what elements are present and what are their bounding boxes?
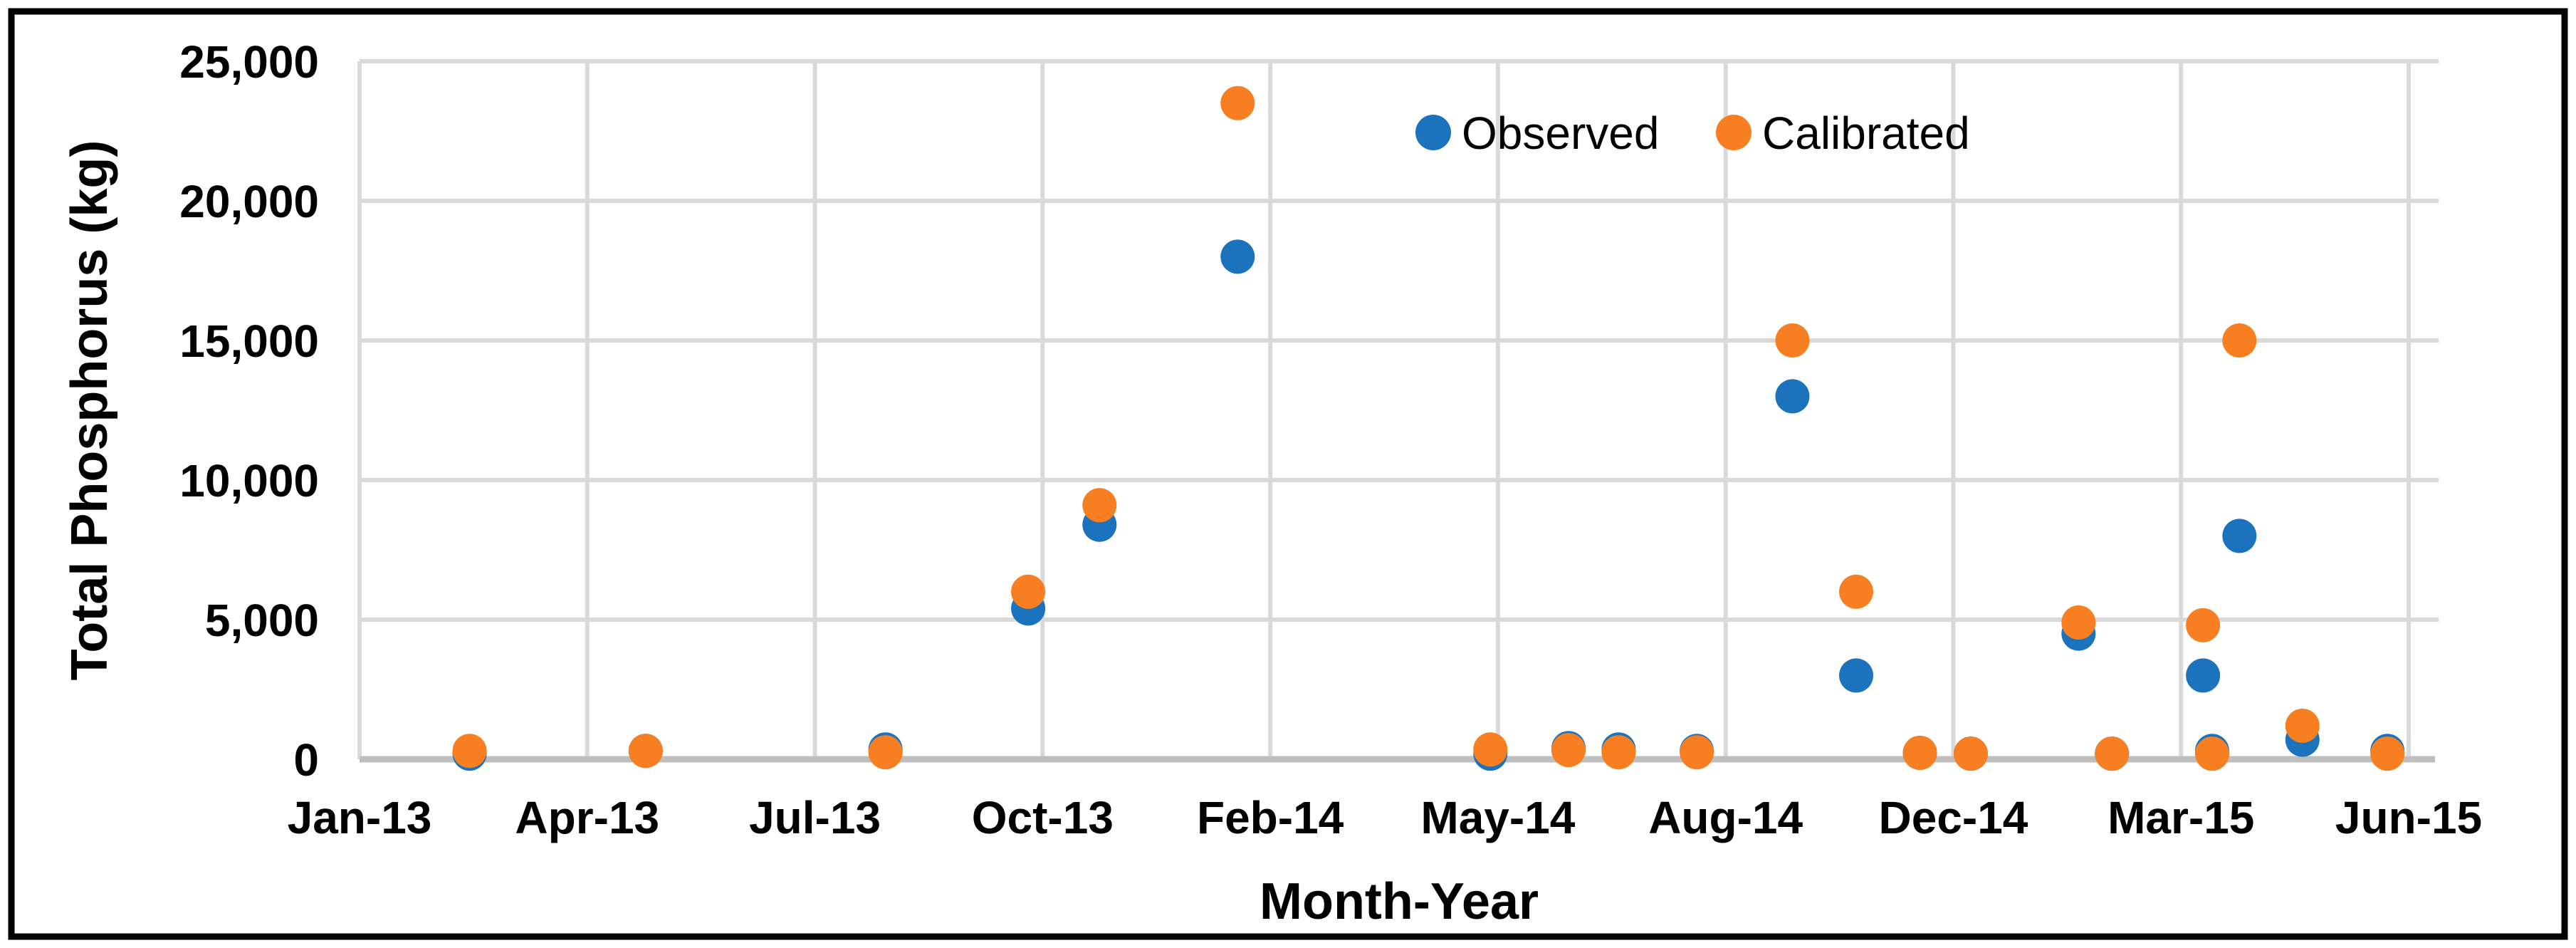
- calibrated-data-point: [2186, 608, 2221, 642]
- x-tick-label: Dec-14: [1878, 792, 2028, 843]
- x-tick-label: Apr-13: [515, 792, 659, 843]
- observed-data-point: [1220, 239, 1255, 274]
- calibrated-data-point: [1082, 488, 1117, 523]
- calibrated-data-point: [2222, 323, 2257, 358]
- x-tick-label: Jul-13: [749, 792, 881, 843]
- y-tick-label: 10,000: [179, 455, 319, 506]
- calibrated-data-point: [1011, 574, 1046, 609]
- calibrated-data-point: [452, 734, 487, 769]
- y-tick-label: 15,000: [179, 316, 319, 367]
- calibrated-data-point: [2061, 605, 2096, 640]
- x-tick-label: Aug-14: [1648, 792, 1803, 843]
- y-tick-label: 20,000: [179, 176, 319, 227]
- y-axis-title: Total Phosphorus (kg): [61, 140, 118, 681]
- calibrated-data-point: [1220, 85, 1255, 120]
- x-tick-label: Jun-15: [2335, 792, 2482, 843]
- calibrated-data-point: [1839, 574, 1874, 609]
- calibrated-data-point: [2370, 736, 2405, 771]
- calibrated-data-point: [628, 734, 663, 769]
- legend-observed-marker-icon: [1415, 115, 1451, 150]
- calibrated-data-point: [1902, 735, 1937, 770]
- calibrated-data-point: [2285, 708, 2320, 743]
- y-tick-label: 25,000: [179, 36, 319, 88]
- x-tick-label: May-14: [1420, 792, 1575, 843]
- legend-calibrated-marker-icon: [1716, 115, 1752, 150]
- observed-data-point: [2222, 519, 2257, 553]
- calibrated-data-point: [1473, 732, 1508, 767]
- x-axis-title: Month-Year: [1260, 873, 1539, 930]
- y-tick-label: 0: [293, 734, 319, 786]
- x-tick-label: Oct-13: [972, 792, 1114, 843]
- y-tick-label: 5,000: [205, 595, 319, 646]
- calibrated-data-point: [2095, 736, 2130, 771]
- x-tick-labels: Jan-13 Apr-13 Jul-13 Oct-13 Feb-14 May-14 Aug-…: [288, 792, 2483, 843]
- legend-calibrated-label: Calibrated: [1762, 108, 1970, 159]
- x-tick-label: Jan-13: [288, 792, 432, 843]
- gridlines: [357, 59, 2439, 759]
- legend-observed-label: Observed: [1462, 108, 1659, 159]
- calibrated-data-point: [1551, 733, 1586, 768]
- x-tick-label: Feb-14: [1197, 792, 1344, 843]
- calibrated-data-point: [1953, 736, 1988, 771]
- calibrated-data-point: [1680, 735, 1714, 770]
- observed-data-point: [1839, 658, 1874, 693]
- figure-border: [8, 8, 2568, 940]
- calibrated-points-layer: [452, 85, 2405, 771]
- calibrated-data-point: [1601, 735, 1636, 770]
- calibrated-data-point: [2194, 736, 2229, 771]
- calibrated-data-point: [1775, 323, 1810, 358]
- calibrated-data-point: [868, 735, 903, 770]
- observed-data-point: [2186, 658, 2221, 693]
- observed-data-point: [1775, 379, 1810, 414]
- observed-points-layer: [452, 239, 2405, 771]
- legend: Observed Calibrated: [1415, 108, 1970, 159]
- y-tick-labels: 0 5,000 10,000 15,000 20,000 25,000: [179, 36, 319, 786]
- x-tick-label: Mar-15: [2108, 792, 2254, 843]
